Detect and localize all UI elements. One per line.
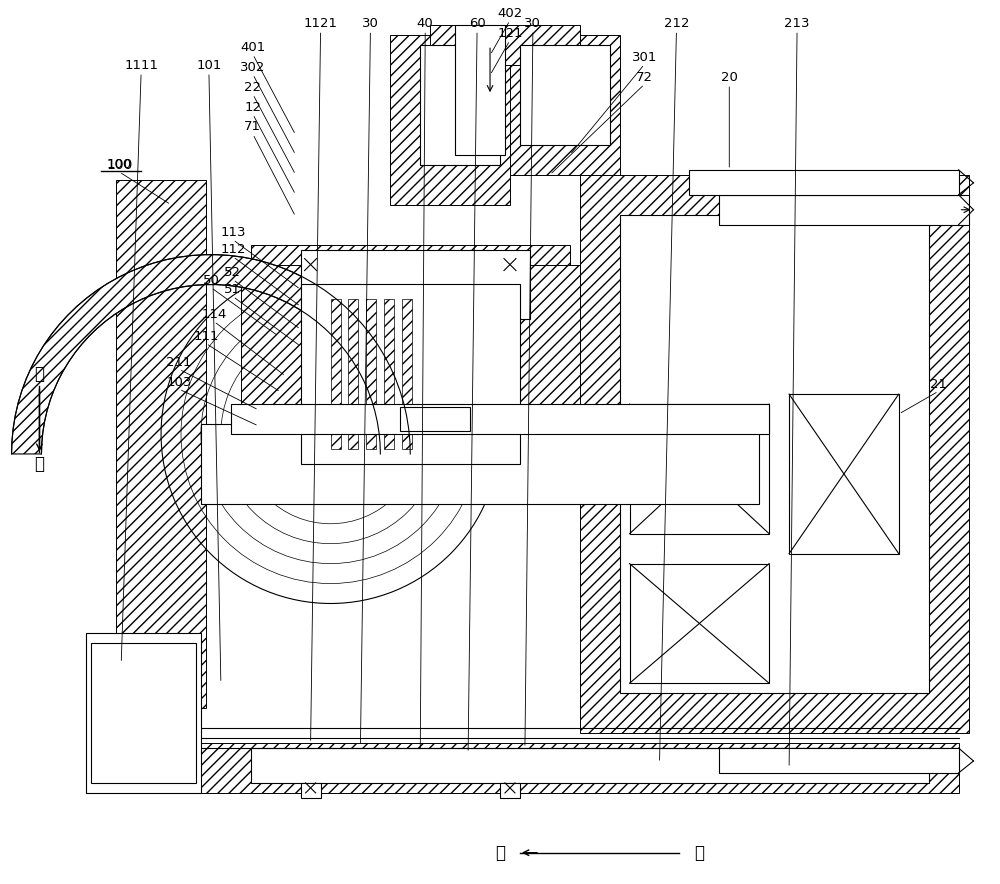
Text: 前: 前 bbox=[495, 843, 505, 862]
Bar bbox=[201, 743, 959, 793]
Bar bbox=[430, 26, 580, 65]
Bar bbox=[400, 408, 470, 431]
Text: 71: 71 bbox=[244, 120, 261, 133]
Polygon shape bbox=[12, 255, 410, 454]
Text: 40: 40 bbox=[417, 17, 434, 30]
Bar bbox=[301, 249, 530, 319]
Text: 211: 211 bbox=[166, 355, 192, 369]
Bar bbox=[231, 404, 769, 434]
Bar bbox=[91, 644, 196, 783]
Text: 401: 401 bbox=[240, 41, 265, 54]
Bar bbox=[630, 564, 769, 683]
Text: 101: 101 bbox=[196, 58, 222, 72]
Bar bbox=[384, 300, 394, 449]
Text: 212: 212 bbox=[664, 17, 689, 30]
Bar bbox=[366, 300, 376, 449]
Bar bbox=[689, 170, 959, 194]
Text: 60: 60 bbox=[469, 17, 485, 30]
Text: 1121: 1121 bbox=[304, 17, 338, 30]
Bar bbox=[251, 245, 570, 324]
Bar bbox=[630, 404, 769, 534]
Text: 103: 103 bbox=[166, 376, 192, 389]
Bar bbox=[580, 175, 969, 733]
Bar bbox=[348, 300, 358, 449]
Text: 213: 213 bbox=[784, 17, 810, 30]
Text: 22: 22 bbox=[244, 80, 261, 94]
Text: 111: 111 bbox=[193, 330, 219, 343]
Bar bbox=[201, 424, 759, 504]
Bar bbox=[620, 215, 929, 693]
Bar bbox=[520, 264, 580, 484]
Text: 后: 后 bbox=[694, 843, 704, 862]
Text: 50: 50 bbox=[202, 274, 219, 287]
Text: 30: 30 bbox=[524, 17, 541, 30]
Bar bbox=[241, 264, 301, 484]
Bar bbox=[500, 783, 520, 798]
Bar bbox=[86, 634, 201, 793]
Text: 72: 72 bbox=[636, 71, 653, 84]
Bar bbox=[301, 783, 321, 798]
Text: 301: 301 bbox=[632, 50, 657, 64]
Bar bbox=[251, 748, 929, 783]
Bar bbox=[402, 300, 412, 449]
Text: 112: 112 bbox=[220, 243, 246, 256]
Text: 100: 100 bbox=[107, 158, 132, 171]
Text: 12: 12 bbox=[244, 101, 261, 113]
Bar bbox=[789, 394, 899, 553]
Text: 121: 121 bbox=[497, 27, 523, 40]
Bar bbox=[390, 35, 510, 205]
Text: 下: 下 bbox=[34, 455, 44, 473]
Bar bbox=[116, 179, 206, 708]
Bar bbox=[510, 35, 620, 175]
Text: 20: 20 bbox=[721, 71, 738, 84]
Text: 51: 51 bbox=[224, 283, 241, 296]
Bar bbox=[719, 748, 959, 773]
Text: 402: 402 bbox=[497, 7, 523, 19]
Text: 302: 302 bbox=[240, 61, 265, 73]
Text: 52: 52 bbox=[224, 266, 241, 279]
Text: 上: 上 bbox=[34, 365, 44, 383]
Bar bbox=[331, 300, 341, 449]
Text: 114: 114 bbox=[201, 308, 227, 321]
Text: 100: 100 bbox=[106, 158, 132, 171]
Bar bbox=[86, 634, 201, 793]
Bar bbox=[520, 45, 610, 145]
Bar bbox=[455, 26, 505, 155]
Text: 113: 113 bbox=[220, 226, 246, 240]
Text: 21: 21 bbox=[930, 377, 947, 391]
Bar bbox=[420, 45, 500, 165]
Text: 30: 30 bbox=[362, 17, 379, 30]
Text: 1111: 1111 bbox=[124, 58, 158, 72]
Bar bbox=[301, 285, 520, 464]
Bar bbox=[719, 194, 969, 225]
